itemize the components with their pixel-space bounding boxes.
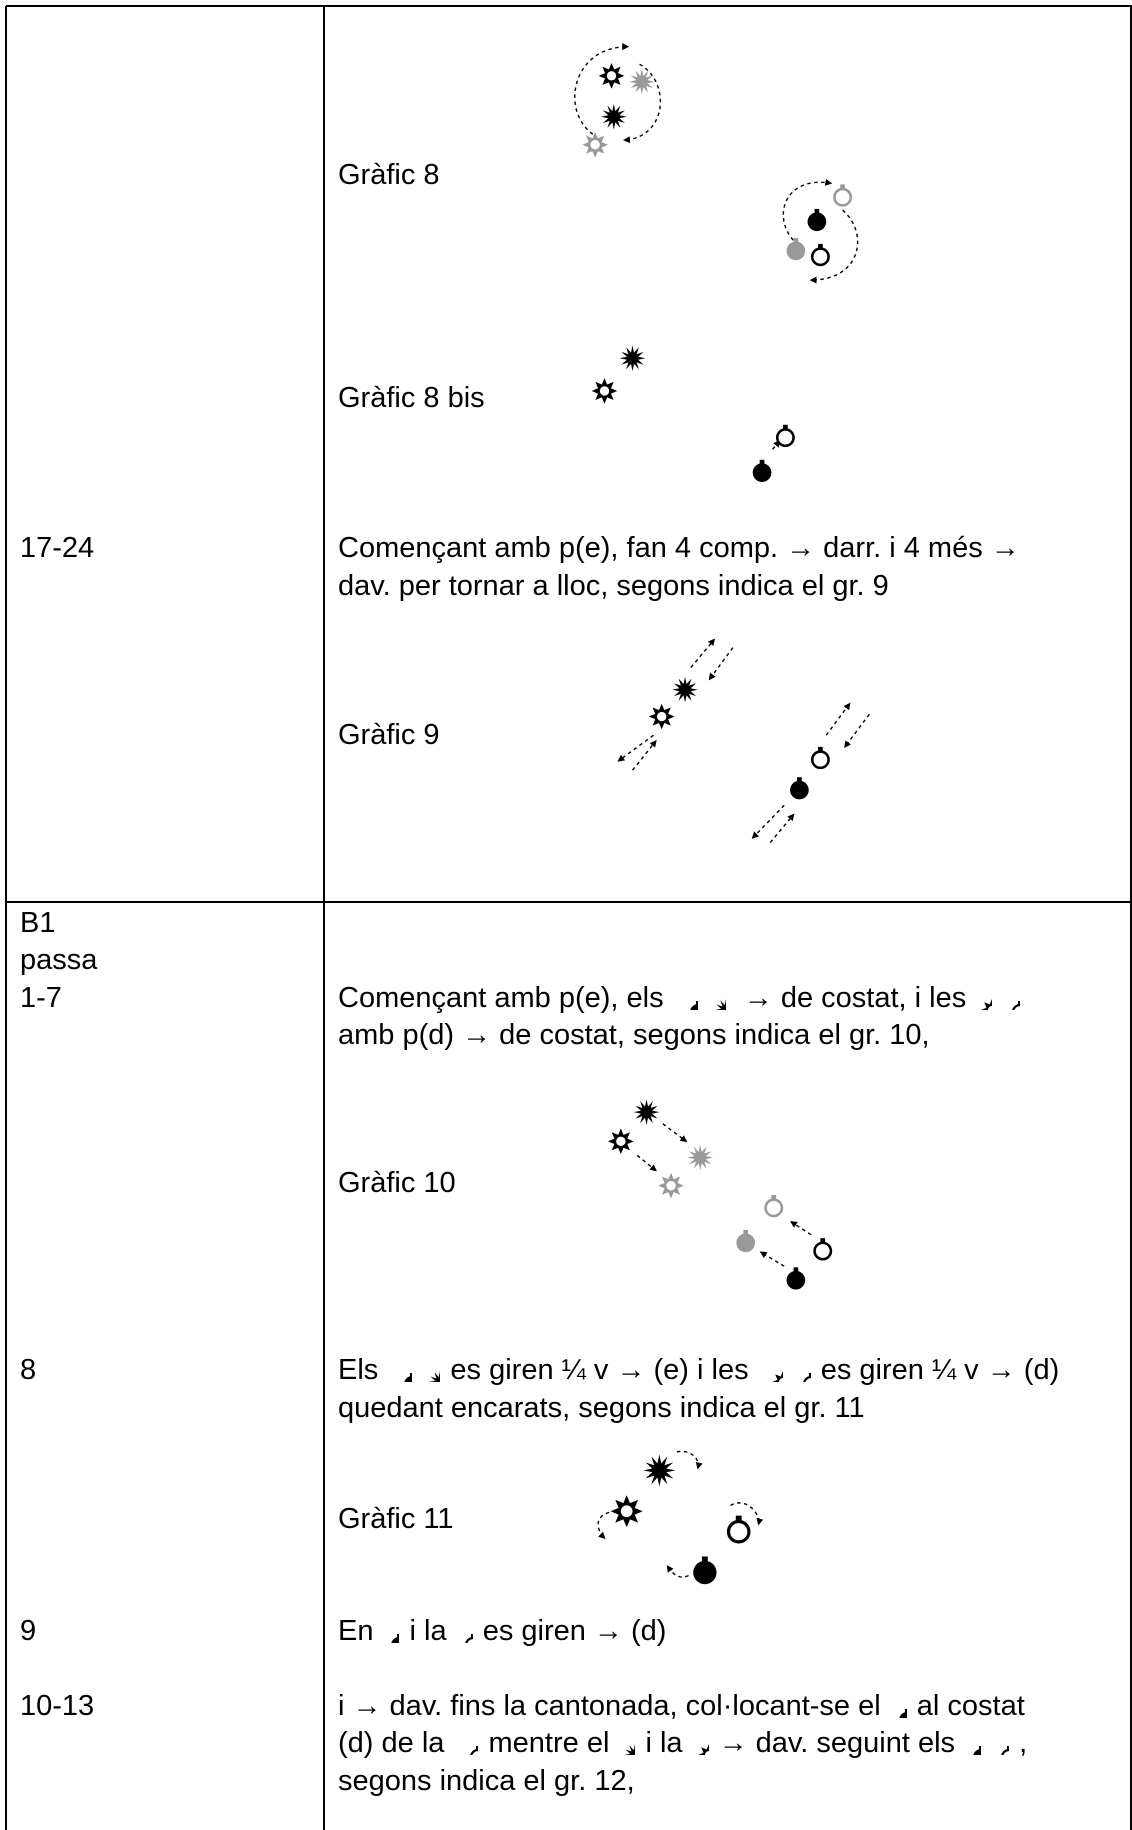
text: (d) de la [338, 1727, 445, 1759]
count: 1-7 [20, 982, 62, 1014]
text: En [338, 1615, 374, 1647]
text-line: i → dav. fins la cantonada, col·locant-s… [338, 1689, 1025, 1728]
count: 9 [20, 1615, 37, 1647]
text: mentre el [488, 1727, 610, 1759]
caption: Gràfic 10 [338, 1167, 456, 1199]
text: → de costat, i les [743, 982, 967, 1014]
text-line: amb p(d) → de costat, segons indica el g… [338, 1019, 930, 1051]
caption: Gràfic 8 bis [338, 382, 485, 414]
table-borders [5, 5, 1132, 1830]
diagrams [574, 43, 870, 1585]
text-line: segons indica el gr. 12, [338, 1765, 635, 1797]
text-line: En i la es giren → (d) [338, 1614, 667, 1654]
text-line: dav. per tornar a lloc, segons indica el… [338, 570, 889, 602]
text: Els [338, 1354, 379, 1386]
text-line: Començant amb p(e), els → de costat, i l… [338, 981, 1029, 1021]
text-line: (d) de la mentre el i la → dav. seguint … [338, 1726, 1028, 1766]
caption: Gràfic 11 [338, 1503, 454, 1535]
text: i la [645, 1727, 683, 1759]
text-line: Començant amb p(e), fan 4 comp. → darr. … [338, 532, 1020, 564]
text: , [1019, 1727, 1028, 1759]
caption: Gràfic 8 [338, 159, 440, 191]
text: es giren ¼ v → (e) i les [450, 1354, 749, 1386]
text: es giren ¼ v → (d) [820, 1354, 1060, 1386]
count: passa [20, 944, 98, 976]
caption: Gràfic 9 [338, 719, 440, 751]
text: → dav. seguint els [718, 1727, 956, 1759]
text-line: Els es giren ¼ v → (e) i les es giren ¼ … [338, 1353, 1060, 1393]
text: al costat [916, 1690, 1025, 1722]
text: es giren → (d) [482, 1615, 667, 1647]
text-line: quedant encarats, segons indica el gr. 1… [338, 1392, 865, 1424]
count: 10-13 [20, 1690, 95, 1722]
count: 17-24 [20, 532, 95, 564]
count: 8 [20, 1354, 37, 1386]
text: i la [409, 1615, 447, 1647]
text: i → dav. fins la cantonada, col·locant-s… [338, 1690, 881, 1722]
text: Començant amb p(e), els [338, 982, 664, 1014]
count: B1 [20, 907, 56, 939]
